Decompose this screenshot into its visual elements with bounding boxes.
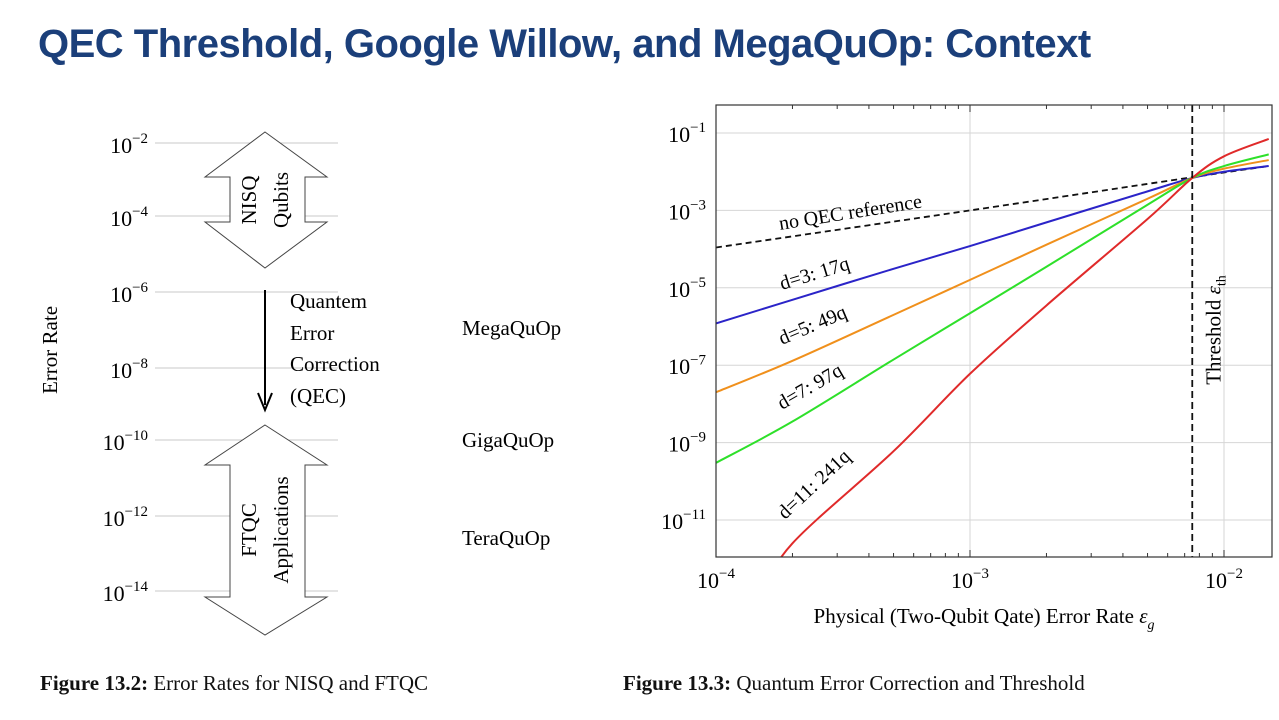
y-axis-label: Error Rate [38, 306, 62, 394]
y-tick-label: 10−9 [668, 430, 706, 457]
qec-label-line: Quantem [290, 289, 367, 313]
ftqc-double-arrow [203, 424, 329, 636]
y-tick-label: 10−7 [668, 352, 706, 379]
x-tick-label: 10−4 [697, 566, 735, 593]
nisq-label: NISQ [237, 175, 261, 224]
chart-axes: 10−1 10−3 10−5 10−7 10−9 10−11 10−4 10−3 10−2 [661, 104, 1273, 593]
series-line-d11 [780, 138, 1270, 557]
qec-label-line: Correction [290, 352, 380, 376]
curve-label: d=7: 97q [774, 359, 847, 414]
y-tick-label: 10−12 [103, 504, 148, 531]
caption-figure-13-2: Figure 13.2: Error Rates for NISQ and FT… [40, 671, 428, 696]
y-tick-label: 10−11 [661, 507, 706, 534]
x-tick-label: 10−2 [1205, 566, 1243, 593]
curve-label: d=5: 49q [775, 301, 850, 349]
caption-text: Error Rates for NISQ and FTQC [153, 671, 429, 695]
slide-title: QEC Threshold, Google Willow, and MegaQu… [38, 22, 1091, 66]
y-tick-label: 10−3 [668, 198, 706, 225]
x-axis-label: Physical (Two-Qubit Qate) Error Rate εg [814, 604, 1155, 633]
y-tick-label: 10−2 [110, 131, 148, 158]
curve-label: d=3: 17q [777, 253, 852, 295]
caption-text: Quantum Error Correction and Threshold [736, 671, 1085, 695]
regime-megaquop: MegaQuOp [462, 316, 561, 340]
chart-series [716, 105, 1270, 557]
left-y-tick-labels: 10−2 10−4 10−6 10−8 10−10 10−12 10−14 [103, 131, 149, 606]
y-tick-label: 10−4 [110, 204, 148, 231]
regime-teraquop: TeraQuOp [462, 526, 550, 550]
series-line-no-qec [716, 165, 1269, 249]
x-tick-label: 10−3 [951, 566, 989, 593]
y-tick-label: 10−14 [103, 579, 149, 606]
plot-frame [715, 104, 1273, 558]
qec-label-line: Error [290, 321, 334, 345]
series-line-d3 [716, 165, 1269, 325]
series-line-d5 [716, 159, 1269, 394]
y-tick-label: 10−1 [668, 120, 706, 147]
threshold-chart: 10−1 10−3 10−5 10−7 10−9 10−11 10−4 10−3 10−2 Th… [661, 104, 1273, 633]
threshold-label: Threshold εth [1201, 275, 1229, 385]
series-line-d7 [716, 153, 1269, 464]
regime-gigaquop: GigaQuOp [462, 428, 554, 452]
qubits-label: Qubits [269, 172, 293, 228]
ftqc-label: FTQC [237, 503, 261, 557]
nisq-double-arrow [203, 131, 329, 269]
y-tick-label: 10−10 [103, 428, 148, 455]
qec-label-line: (QEC) [290, 384, 346, 408]
applications-label: Applications [269, 476, 293, 583]
caption-label: Figure 13.2: [40, 671, 149, 695]
y-tick-label: 10−8 [110, 356, 148, 383]
y-tick-label: 10−6 [110, 280, 148, 307]
caption-label: Figure 13.3: [623, 671, 732, 695]
curve-label: d=11: 241q [773, 445, 855, 523]
error-rate-diagram: 10−2 10−4 10−6 10−8 10−10 10−12 10−14 NISQ Qub… [38, 131, 561, 636]
qec-down-arrow [257, 290, 273, 413]
y-tick-label: 10−5 [668, 275, 706, 302]
caption-figure-13-3: Figure 13.3: Quantum Error Correction an… [623, 671, 1085, 696]
